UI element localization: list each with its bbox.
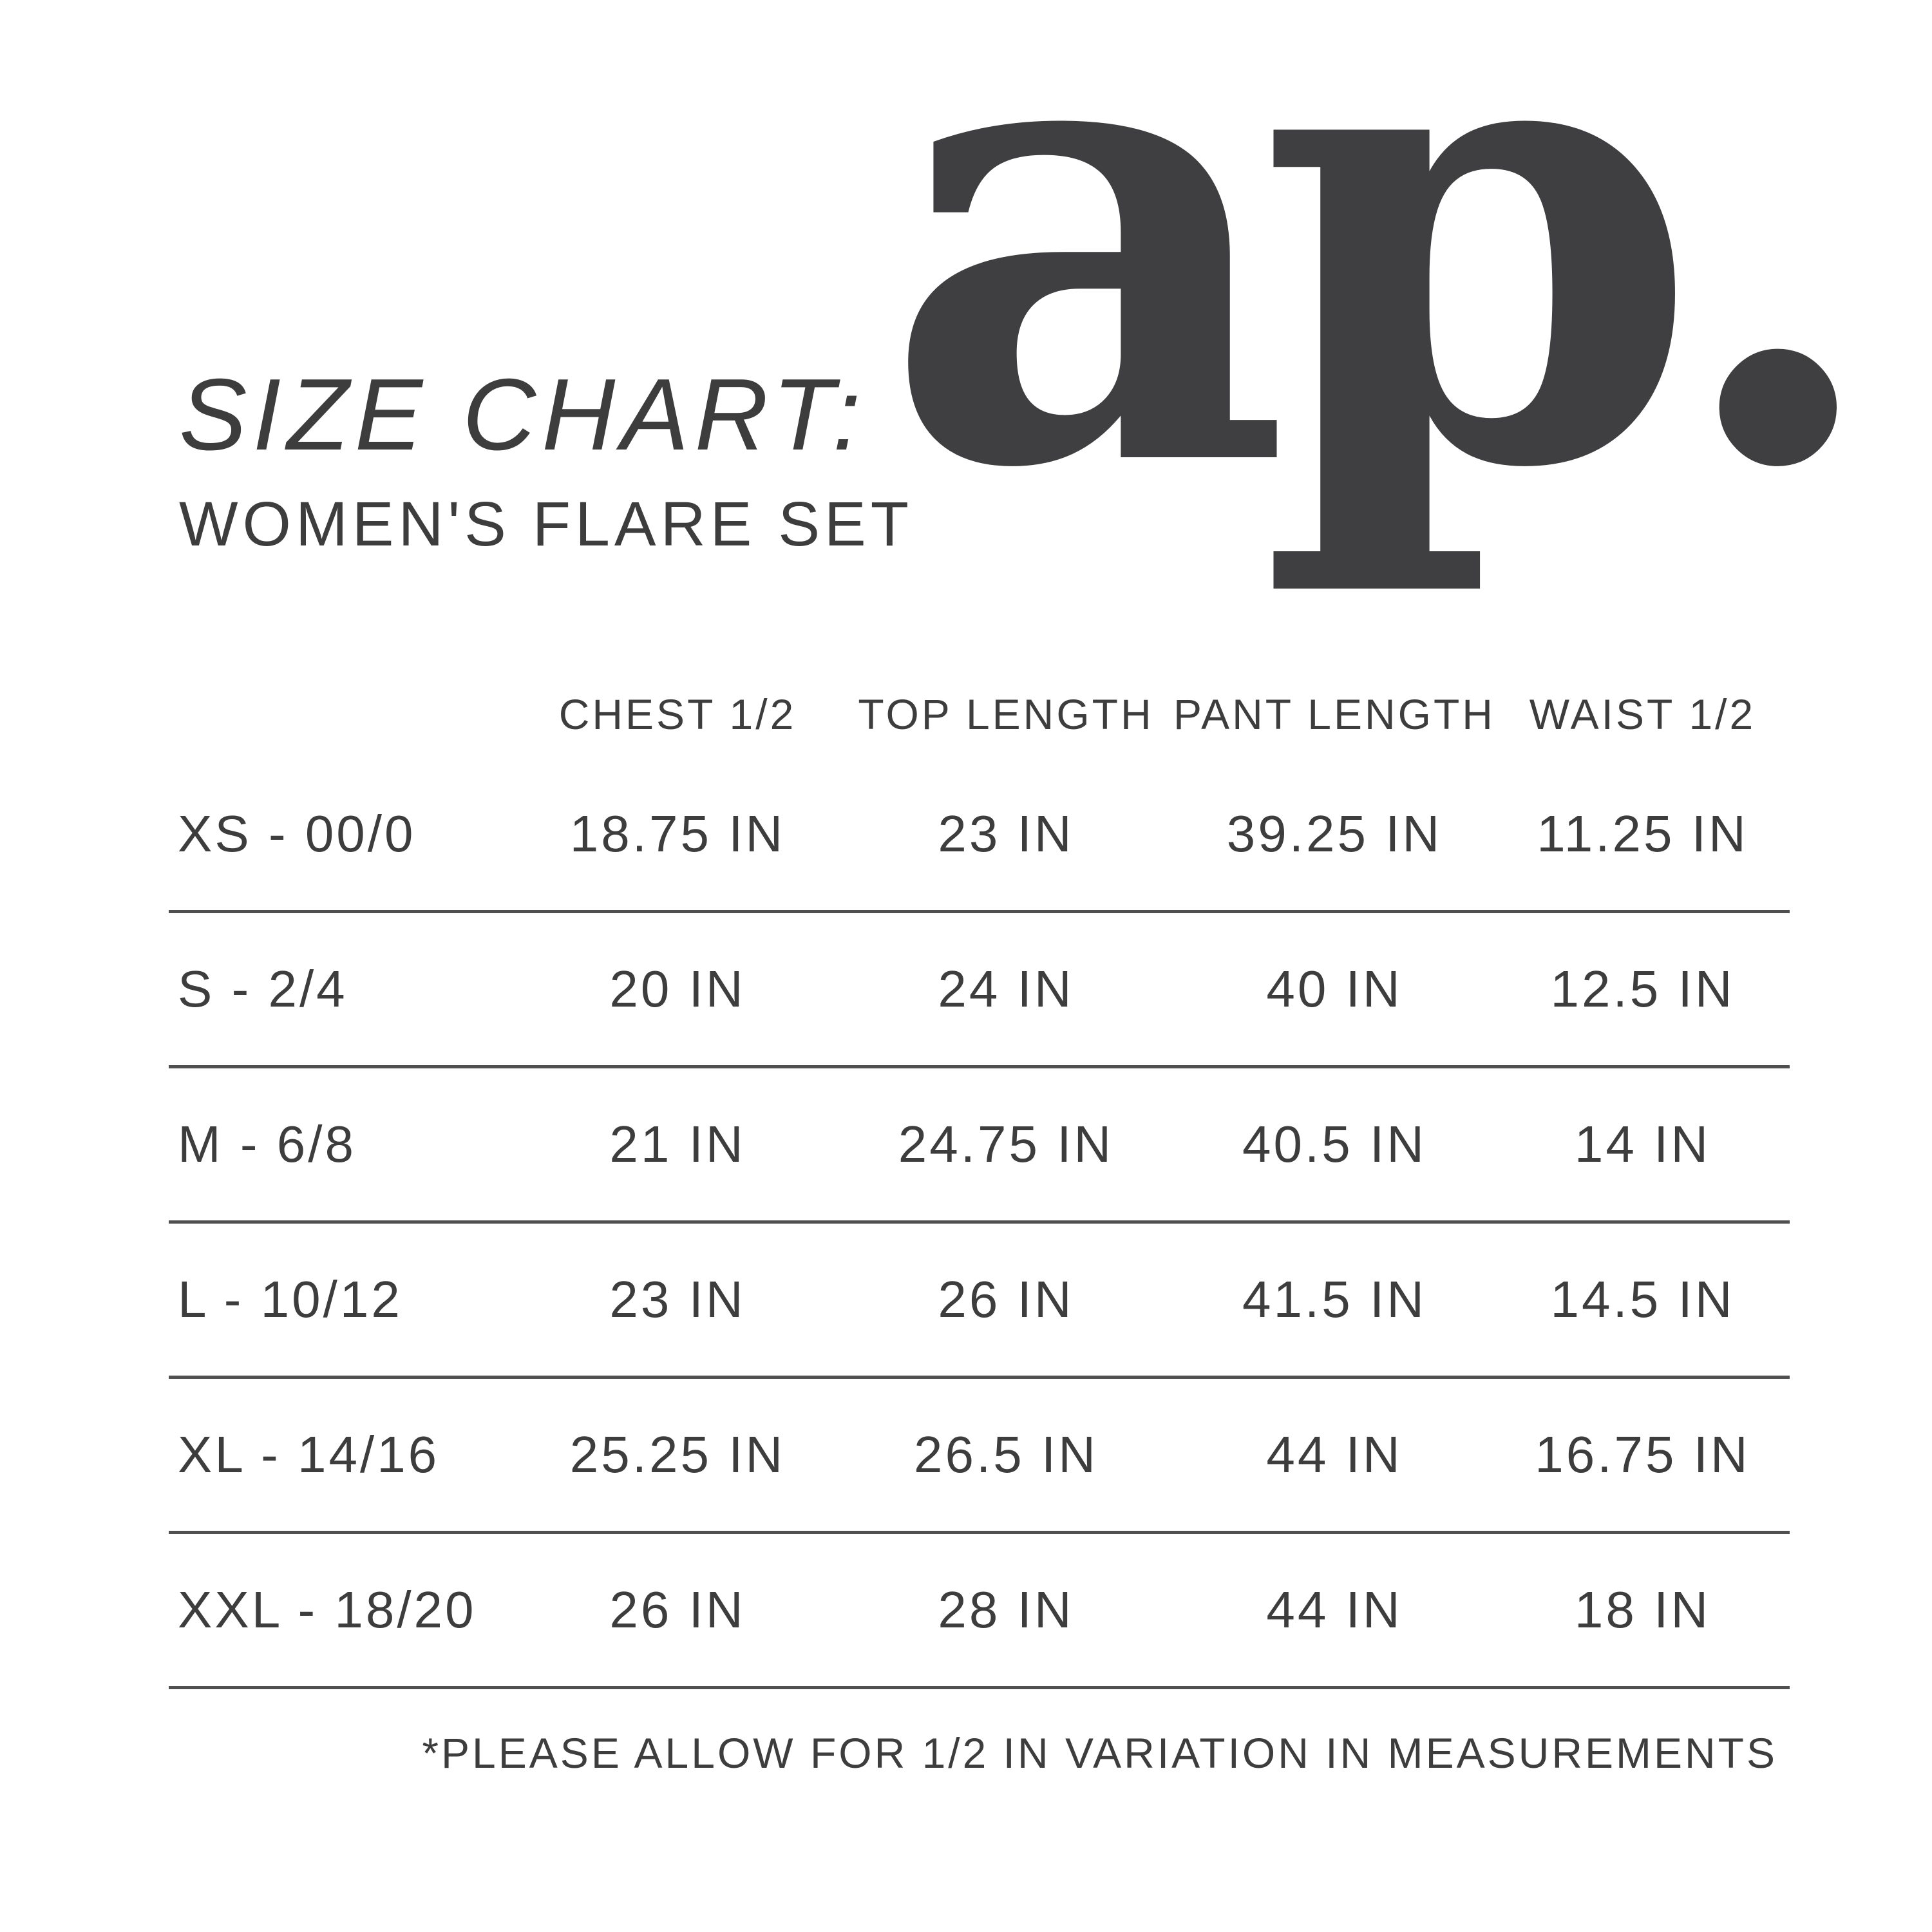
table-row: XS - 00/0 18.75 IN 23 IN 39.25 IN 11.25 … bbox=[169, 758, 1790, 913]
value-cell: 20 IN bbox=[609, 960, 746, 1018]
value-cell: 40 IN bbox=[1266, 960, 1403, 1018]
column-header-pant-length: PANT LENGTH bbox=[1173, 690, 1495, 738]
value-cell: 16.75 IN bbox=[1535, 1426, 1750, 1483]
value-cell: 26 IN bbox=[609, 1581, 746, 1638]
value-cell: 25.25 IN bbox=[569, 1426, 786, 1483]
brand-logo: ap. bbox=[882, 0, 1888, 625]
table-row: M - 6/8 21 IN 24.75 IN 40.5 IN 14 IN bbox=[169, 1068, 1790, 1224]
column-header-waist: WAIST 1/2 bbox=[1529, 690, 1756, 738]
measurement-variation-footnote: *PLEASE ALLOW FOR 1/2 IN VARIATION IN ME… bbox=[422, 1729, 1777, 1777]
value-cell: 44 IN bbox=[1266, 1581, 1403, 1638]
value-cell: 26 IN bbox=[938, 1271, 1074, 1328]
brand-logo-graphic: ap. bbox=[882, 0, 1888, 607]
size-table: CHEST 1/2 TOP LENGTH PANT LENGTH WAIST 1… bbox=[169, 657, 1790, 1689]
page-subtitle: WOMEN'S FLARE SET bbox=[179, 489, 913, 559]
title-block: SIZE CHART: WOMEN'S FLARE SET bbox=[179, 364, 913, 555]
size-cell: S - 2/4 bbox=[178, 960, 348, 1018]
value-cell: 40.5 IN bbox=[1242, 1115, 1426, 1173]
value-cell: 14 IN bbox=[1574, 1115, 1711, 1173]
table-row: XXL - 18/20 26 IN 28 IN 44 IN 18 IN bbox=[169, 1534, 1790, 1689]
value-cell: 21 IN bbox=[609, 1115, 746, 1173]
value-cell: 11.25 IN bbox=[1537, 805, 1748, 862]
value-cell: 41.5 IN bbox=[1242, 1271, 1426, 1328]
value-cell: 18.75 IN bbox=[569, 805, 786, 862]
table-row: S - 2/4 20 IN 24 IN 40 IN 12.5 IN bbox=[169, 913, 1790, 1068]
size-cell: L - 10/12 bbox=[178, 1271, 402, 1328]
value-cell: 14.5 IN bbox=[1550, 1271, 1735, 1328]
value-cell: 44 IN bbox=[1266, 1426, 1403, 1483]
size-cell: M - 6/8 bbox=[178, 1115, 356, 1173]
size-cell: XL - 14/16 bbox=[178, 1426, 440, 1483]
value-cell: 24.75 IN bbox=[898, 1115, 1114, 1173]
value-cell: 23 IN bbox=[938, 805, 1074, 862]
value-cell: 26.5 IN bbox=[914, 1426, 1098, 1483]
value-cell: 28 IN bbox=[938, 1581, 1074, 1638]
value-cell: 39.25 IN bbox=[1226, 805, 1443, 862]
table-header-row: CHEST 1/2 TOP LENGTH PANT LENGTH WAIST 1… bbox=[169, 657, 1790, 758]
column-header-chest: CHEST 1/2 bbox=[558, 690, 797, 738]
value-cell: 23 IN bbox=[609, 1271, 746, 1328]
size-cell: XS - 00/0 bbox=[178, 805, 416, 862]
page-title: SIZE CHART: bbox=[179, 358, 867, 471]
table-row: XL - 14/16 25.25 IN 26.5 IN 44 IN 16.75 … bbox=[169, 1379, 1790, 1534]
size-cell: XXL - 18/20 bbox=[178, 1581, 477, 1638]
value-cell: 12.5 IN bbox=[1550, 960, 1735, 1018]
value-cell: 18 IN bbox=[1574, 1581, 1711, 1638]
value-cell: 24 IN bbox=[938, 960, 1074, 1018]
column-header-top-length: TOP LENGTH bbox=[858, 690, 1154, 738]
table-row: L - 10/12 23 IN 26 IN 41.5 IN 14.5 IN bbox=[169, 1224, 1790, 1379]
brand-logo-text: ap. bbox=[882, 116, 1848, 607]
